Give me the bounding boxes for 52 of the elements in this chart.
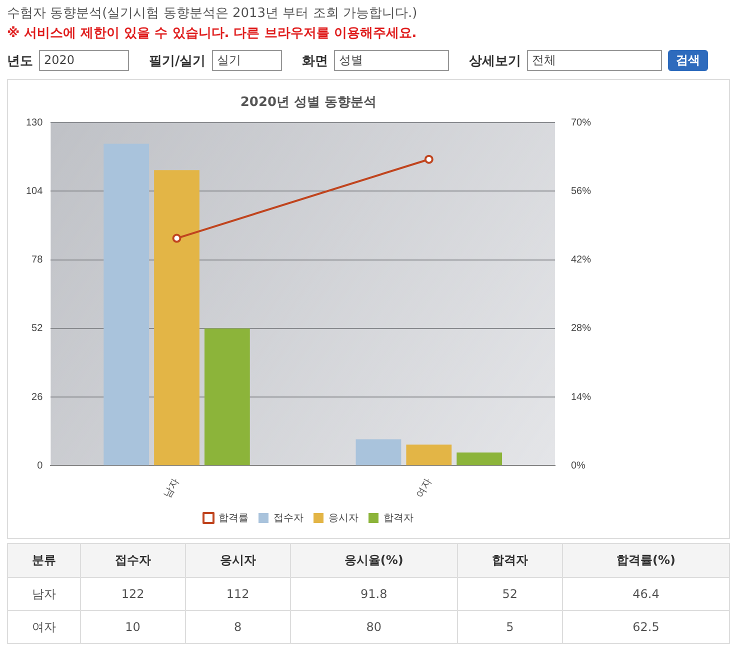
text: 여자 — [8, 610, 80, 644]
y-tick-label: 26 — [32, 392, 44, 403]
text: 성별 — [334, 50, 449, 71]
y2-tick-label: 14% — [570, 392, 592, 403]
text: 필기/실기 — [149, 52, 206, 70]
chart-title: 2020년 성별 동향분석 — [240, 95, 377, 110]
text: 검색 — [668, 50, 708, 71]
bar — [154, 170, 200, 466]
bar — [356, 439, 402, 466]
text: 62.5 — [562, 610, 730, 644]
text: 남자 — [8, 578, 80, 610]
text: 46.4 — [562, 578, 730, 610]
text: 수험자 동향분석(실기시험 동향분석은 2013년 부터 조회 가능합니다.) — [7, 5, 418, 22]
text: 분류 — [8, 544, 80, 578]
text: 80 — [290, 610, 458, 644]
text: ※ 서비스에 제한이 있을 수 있습니다. 다른 브라우저를 이용해주세요. — [7, 25, 418, 42]
text: 합격자 — [457, 544, 562, 578]
text: 합격률(%) — [562, 544, 730, 578]
text: 122 — [80, 578, 186, 610]
legend-label: 접수자 — [274, 512, 304, 524]
text: 112 — [185, 578, 290, 610]
bar — [204, 328, 250, 466]
y2-tick-label: 56% — [570, 186, 592, 197]
text: 8 — [185, 610, 290, 644]
text: 2020 — [39, 50, 129, 71]
y-tick-label: 0 — [37, 460, 44, 472]
text: 응시자 — [185, 544, 290, 578]
text: 상세보기 — [468, 52, 521, 70]
text: 실기 — [212, 50, 282, 71]
text: 10 — [80, 610, 186, 644]
text: 접수자 — [80, 544, 186, 578]
text: 52 — [457, 578, 562, 610]
bar — [456, 452, 502, 466]
bar — [104, 144, 150, 466]
text: 응시율(%) — [290, 544, 458, 578]
legend-label: 응시자 — [328, 512, 358, 524]
y-tick-label: 130 — [26, 117, 44, 128]
y-tick-label: 52 — [32, 323, 44, 334]
y2-tick-label: 70% — [570, 117, 592, 128]
legend-label: 합격자 — [384, 512, 414, 524]
bar — [406, 444, 452, 466]
y2-tick-label: 42% — [570, 254, 592, 266]
legend-label: 합격률 — [218, 512, 248, 524]
y2-tick-label: 28% — [570, 323, 592, 334]
text: 91.8 — [290, 578, 458, 610]
text: 화면 — [302, 52, 328, 70]
y-tick-label: 104 — [26, 186, 44, 197]
text: 전체 — [526, 50, 662, 71]
text: 년도 — [7, 52, 33, 70]
y-tick-label: 78 — [32, 254, 44, 266]
text: 5 — [457, 610, 562, 644]
y2-tick-label: 0% — [570, 460, 586, 472]
